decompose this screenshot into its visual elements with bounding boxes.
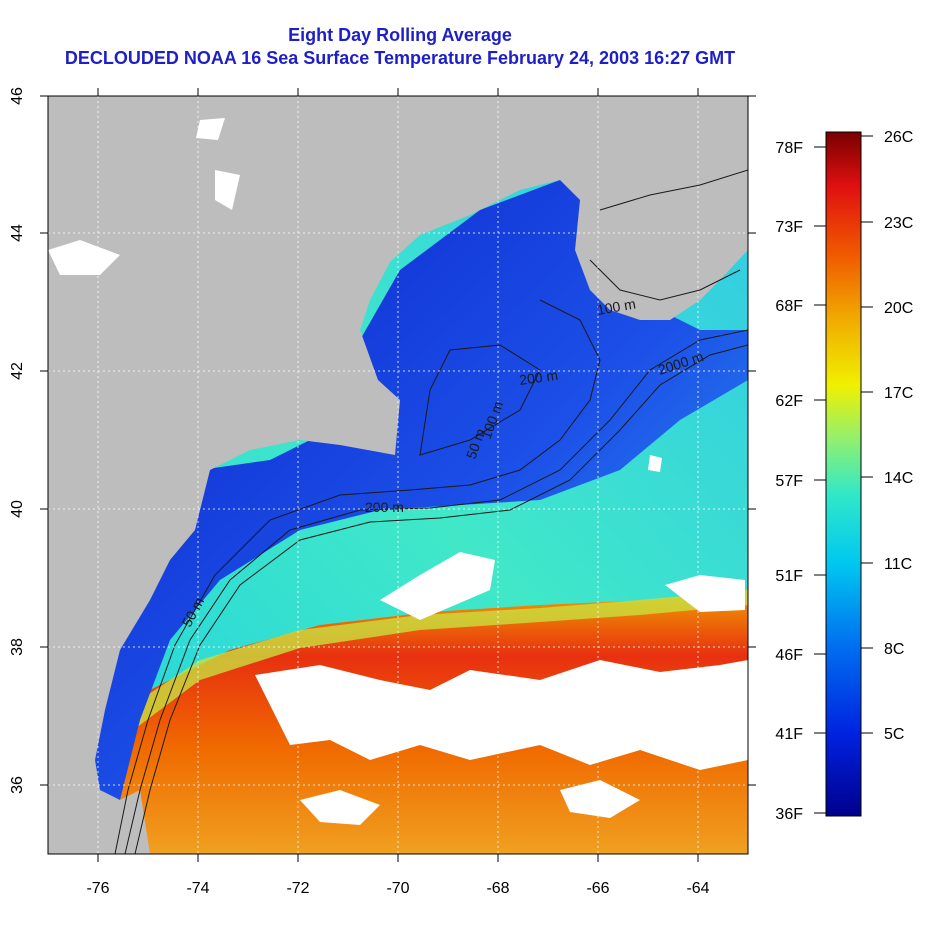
cloud-patch (300, 790, 380, 825)
x-tick-label: -68 (486, 880, 509, 897)
colorbar-ticks-c (861, 135, 873, 734)
f-label: 36F (775, 806, 803, 823)
y-axis-labels: 36 38 40 42 44 46 (9, 87, 26, 794)
c-label: 17C (884, 385, 913, 402)
c-label: 8C (884, 641, 904, 658)
c-label: 14C (884, 470, 913, 487)
x-tick-label: -76 (86, 880, 109, 897)
contour-label-200m: 200 m (365, 499, 404, 515)
y-tick-label: 44 (9, 224, 26, 242)
cloud-patch (665, 575, 745, 612)
map-title: Eight Day Rolling Average (288, 25, 512, 45)
cloud-patch (380, 552, 495, 620)
cloud-patch (648, 455, 662, 472)
colorbar-ticks-f (814, 146, 826, 814)
colorbar (825, 131, 862, 817)
colorbar-fahrenheit-labels: 78F 73F 68F 62F 57F 51F 46F 41F 36F (775, 140, 803, 823)
y-tick-label: 40 (9, 500, 26, 518)
y-axis-ticks (40, 95, 756, 786)
c-label: 26C (884, 129, 913, 146)
x-tick-label: -64 (686, 880, 709, 897)
f-label: 46F (775, 647, 803, 664)
contour-label-100m: 100 m (596, 295, 637, 318)
f-label: 68F (775, 298, 803, 315)
contour-label-200m-b: 200 m (518, 367, 559, 388)
y-tick-label: 42 (9, 362, 26, 380)
y-tick-label: 46 (9, 87, 26, 105)
x-axis-labels: -76 -74 -72 -70 -68 -66 -64 (86, 880, 709, 897)
grid-lines (48, 96, 748, 854)
colorbar-celsius-labels: 26C 23C 20C 17C 14C 11C 8C 5C (884, 129, 913, 743)
cloud-patch (255, 660, 748, 770)
c-label: 5C (884, 726, 904, 743)
f-label: 78F (775, 140, 803, 157)
x-tick-label: -74 (186, 880, 209, 897)
map-subtitle: DECLOUDED NOAA 16 Sea Surface Temperatur… (64, 48, 736, 68)
c-label: 11C (884, 556, 912, 573)
c-label: 20C (884, 300, 913, 317)
shelf-water-region (48, 180, 748, 854)
x-tick-label: -72 (286, 880, 309, 897)
f-label: 73F (775, 219, 803, 236)
nova-scotia-land (575, 120, 748, 320)
x-axis-ticks (97, 88, 699, 862)
f-label: 51F (775, 568, 803, 585)
map-plot-area: 50 m 200 m 100 m 2000 m 50 m 200 m 100 m (48, 96, 748, 854)
c-label: 23C (884, 215, 913, 232)
land-mass (48, 96, 748, 854)
x-tick-label: -70 (386, 880, 409, 897)
thermal-front (110, 590, 748, 740)
x-tick-label: -66 (586, 880, 609, 897)
cloud-patch (560, 780, 640, 818)
lakes (48, 118, 240, 275)
f-label: 41F (775, 726, 803, 743)
f-label: 62F (775, 393, 803, 410)
y-tick-label: 36 (9, 776, 26, 794)
y-tick-label: 38 (9, 638, 26, 656)
f-label: 57F (775, 473, 803, 490)
